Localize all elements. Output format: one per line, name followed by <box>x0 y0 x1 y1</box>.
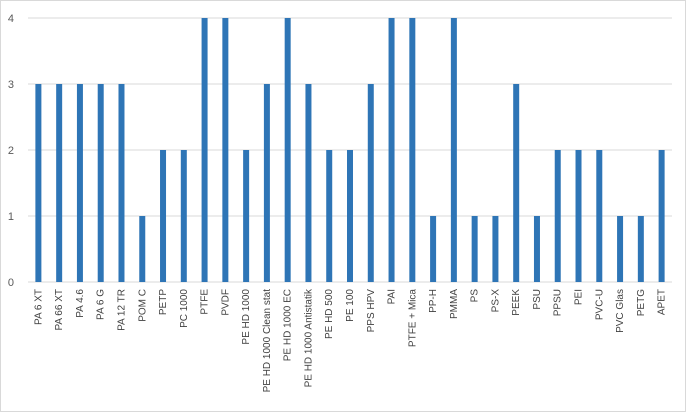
x-tick-label: PVDF <box>220 289 231 316</box>
x-tick-label: PTFE + Mica <box>407 289 418 348</box>
x-tick-label: PE HD 1000 <box>241 289 252 345</box>
x-tick-label: PA 4.6 <box>75 289 86 318</box>
bar <box>617 216 624 282</box>
x-tick-label: PS-X <box>490 289 501 313</box>
x-tick-label: PAI <box>387 289 398 304</box>
x-tick-label: PA 66 XT <box>54 289 65 331</box>
x-tick-label: PE HD 1000 Antistatik <box>303 288 314 387</box>
x-tick-label: PE HD 1000 EC <box>283 289 294 361</box>
x-tick-label: PPS HPV <box>366 289 377 333</box>
x-tick-label: PPSU <box>553 289 564 316</box>
x-tick-label: PVC-U <box>594 289 605 320</box>
bar <box>263 84 270 282</box>
bar <box>409 18 416 282</box>
x-tick-label: PE HD 500 <box>324 289 335 339</box>
bar <box>450 18 457 282</box>
x-tick-label: PETG <box>636 289 647 316</box>
x-tick-label: PC 1000 <box>179 289 190 328</box>
bar <box>139 216 146 282</box>
bar <box>201 18 208 282</box>
x-tick-label: PVC Glas <box>615 289 626 333</box>
x-tick-label: POM C <box>137 289 148 322</box>
bar <box>284 18 291 282</box>
x-tick-label: PEI <box>574 289 585 305</box>
y-tick-label: 3 <box>8 79 14 91</box>
bar <box>76 84 83 282</box>
x-tick-label: PA 6 G <box>96 289 107 320</box>
x-tick-label: PEEK <box>511 289 522 316</box>
x-tick-label: PS <box>470 289 481 303</box>
x-tick-label: PA 6 XT <box>33 289 44 325</box>
x-tick-label: PETP <box>158 289 169 315</box>
bar <box>533 216 540 282</box>
bar <box>388 18 395 282</box>
bar <box>596 150 603 282</box>
bar <box>367 84 374 282</box>
bar <box>658 150 665 282</box>
x-tick-label: APET <box>657 289 668 315</box>
bar <box>492 216 499 282</box>
y-tick-label: 4 <box>8 13 14 25</box>
bar <box>326 150 333 282</box>
x-tick-label: PTFE <box>200 289 211 315</box>
bar <box>637 216 644 282</box>
x-tick-label: PMMA <box>449 289 460 319</box>
x-tick-label: PSU <box>532 289 543 310</box>
bar <box>56 84 63 282</box>
y-tick-label: 0 <box>8 277 14 289</box>
y-tick-label: 1 <box>8 211 14 223</box>
bar <box>513 84 520 282</box>
y-tick-label: 2 <box>8 145 14 157</box>
bar <box>305 84 312 282</box>
x-tick-label: PP-H <box>428 289 439 313</box>
x-tick-label: PE 100 <box>345 289 356 322</box>
bar <box>180 150 187 282</box>
x-tick-label: PA 12 TR <box>116 289 127 331</box>
bar <box>160 150 167 282</box>
bar <box>243 150 250 282</box>
bar <box>35 84 42 282</box>
bar <box>471 216 478 282</box>
bar <box>347 150 353 282</box>
bar <box>575 150 582 282</box>
bar <box>430 216 437 282</box>
x-tick-label: PE HD 1000 Clean stat <box>262 289 273 393</box>
bar <box>554 150 561 282</box>
bar <box>222 18 229 282</box>
bar <box>97 84 104 282</box>
bar <box>118 84 125 282</box>
